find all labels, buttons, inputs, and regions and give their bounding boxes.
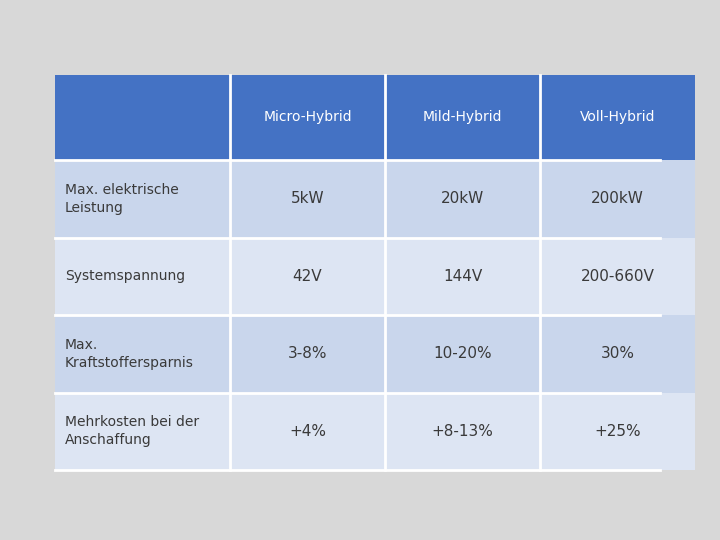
Bar — [55, 393, 230, 470]
Bar — [55, 75, 230, 160]
Text: 200-660V: 200-660V — [580, 269, 654, 284]
Bar — [540, 393, 695, 470]
Bar — [540, 238, 695, 315]
Bar — [385, 75, 540, 160]
Text: 5kW: 5kW — [291, 191, 324, 206]
Bar — [230, 393, 385, 470]
Text: Systemspannung: Systemspannung — [65, 269, 185, 284]
Bar — [55, 160, 230, 238]
Text: Max. elektrische
Leistung: Max. elektrische Leistung — [65, 183, 179, 215]
Bar — [540, 160, 695, 238]
Bar — [385, 393, 540, 470]
Bar — [230, 75, 385, 160]
Text: 144V: 144V — [443, 269, 482, 284]
Text: Mild-Hybrid: Mild-Hybrid — [423, 111, 503, 125]
Text: Micro-Hybrid: Micro-Hybrid — [264, 111, 352, 125]
Bar — [385, 160, 540, 238]
Text: Mehrkosten bei der
Anschaffung: Mehrkosten bei der Anschaffung — [65, 415, 199, 448]
Text: 10-20%: 10-20% — [433, 346, 492, 361]
Text: +4%: +4% — [289, 424, 326, 438]
Text: 30%: 30% — [600, 346, 634, 361]
Bar — [540, 75, 695, 160]
Text: 20kW: 20kW — [441, 191, 484, 206]
Text: +8-13%: +8-13% — [431, 424, 493, 438]
Text: Max.
Kraftstoffersparnis: Max. Kraftstoffersparnis — [65, 338, 194, 370]
Bar — [540, 315, 695, 393]
Bar — [55, 238, 230, 315]
Text: 3-8%: 3-8% — [288, 346, 328, 361]
Bar — [230, 160, 385, 238]
Text: 200kW: 200kW — [591, 191, 644, 206]
Text: 42V: 42V — [293, 269, 323, 284]
Text: Voll-Hybrid: Voll-Hybrid — [580, 111, 655, 125]
Bar — [385, 238, 540, 315]
Bar — [230, 238, 385, 315]
Bar — [385, 315, 540, 393]
Bar — [55, 315, 230, 393]
Bar — [230, 315, 385, 393]
Text: +25%: +25% — [594, 424, 641, 438]
